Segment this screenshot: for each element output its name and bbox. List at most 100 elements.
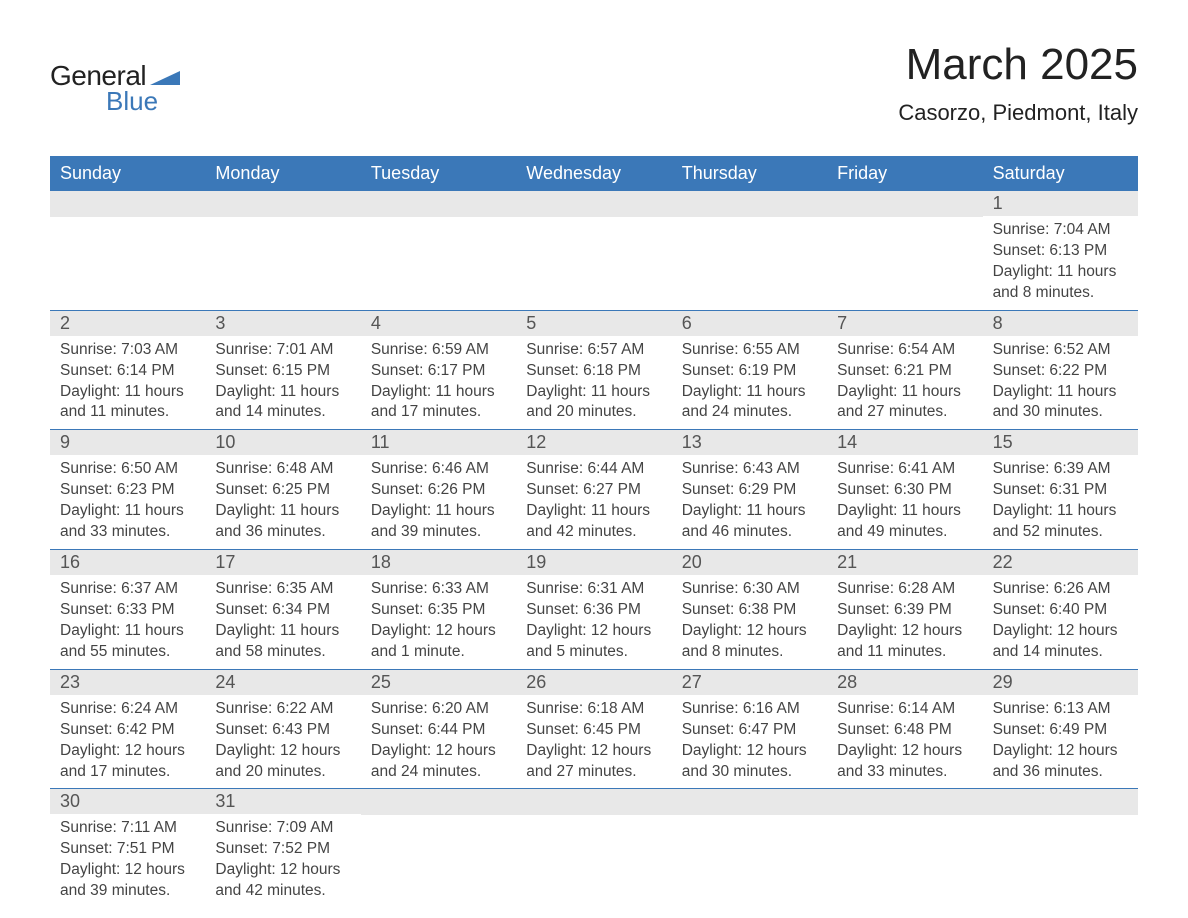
day-sunset: Sunset: 6:17 PM bbox=[371, 361, 506, 382]
day-sunset: Sunset: 6:22 PM bbox=[993, 361, 1128, 382]
day-cell: 17Sunrise: 6:35 AMSunset: 6:34 PMDayligh… bbox=[205, 550, 360, 669]
day-sunrise: Sunrise: 6:41 AM bbox=[837, 459, 972, 480]
day-sunrise: Sunrise: 6:54 AM bbox=[837, 340, 972, 361]
day-sunset: Sunset: 6:44 PM bbox=[371, 720, 506, 741]
day-sunset: Sunset: 6:25 PM bbox=[215, 480, 350, 501]
day-number: 27 bbox=[672, 670, 827, 695]
day-daylight2: and 20 minutes. bbox=[526, 402, 661, 423]
day-daylight1: Daylight: 11 hours bbox=[60, 501, 195, 522]
day-daylight2: and 42 minutes. bbox=[215, 881, 350, 902]
day-sunset: Sunset: 6:18 PM bbox=[526, 361, 661, 382]
day-daylight2: and 33 minutes. bbox=[837, 762, 972, 783]
day-sunset: Sunset: 6:23 PM bbox=[60, 480, 195, 501]
location-text: Casorzo, Piedmont, Italy bbox=[898, 100, 1138, 126]
day-sunrise: Sunrise: 6:44 AM bbox=[526, 459, 661, 480]
day-number bbox=[516, 191, 671, 217]
weekday-header: Tuesday bbox=[361, 156, 516, 191]
day-daylight1: Daylight: 12 hours bbox=[215, 741, 350, 762]
day-number: 17 bbox=[205, 550, 360, 575]
day-number: 12 bbox=[516, 430, 671, 455]
day-number bbox=[50, 191, 205, 217]
day-cell: 24Sunrise: 6:22 AMSunset: 6:43 PMDayligh… bbox=[205, 670, 360, 789]
day-daylight1: Daylight: 12 hours bbox=[371, 741, 506, 762]
weekday-header-row: Sunday Monday Tuesday Wednesday Thursday… bbox=[50, 156, 1138, 191]
day-daylight1: Daylight: 12 hours bbox=[682, 741, 817, 762]
day-number: 20 bbox=[672, 550, 827, 575]
day-daylight2: and 5 minutes. bbox=[526, 642, 661, 663]
day-cell: 1Sunrise: 7:04 AMSunset: 6:13 PMDaylight… bbox=[983, 191, 1138, 310]
day-sunset: Sunset: 6:39 PM bbox=[837, 600, 972, 621]
day-number: 11 bbox=[361, 430, 516, 455]
day-number: 10 bbox=[205, 430, 360, 455]
day-sunset: Sunset: 6:14 PM bbox=[60, 361, 195, 382]
day-sunrise: Sunrise: 6:43 AM bbox=[682, 459, 817, 480]
day-daylight1: Daylight: 12 hours bbox=[837, 741, 972, 762]
day-daylight1: Daylight: 11 hours bbox=[215, 501, 350, 522]
day-number: 26 bbox=[516, 670, 671, 695]
day-daylight2: and 30 minutes. bbox=[682, 762, 817, 783]
day-cell: 6Sunrise: 6:55 AMSunset: 6:19 PMDaylight… bbox=[672, 311, 827, 430]
day-sunset: Sunset: 6:15 PM bbox=[215, 361, 350, 382]
day-number: 13 bbox=[672, 430, 827, 455]
day-number: 23 bbox=[50, 670, 205, 695]
day-daylight1: Daylight: 11 hours bbox=[993, 382, 1128, 403]
day-sunrise: Sunrise: 6:33 AM bbox=[371, 579, 506, 600]
day-sunset: Sunset: 6:49 PM bbox=[993, 720, 1128, 741]
day-daylight2: and 46 minutes. bbox=[682, 522, 817, 543]
day-cell: 7Sunrise: 6:54 AMSunset: 6:21 PMDaylight… bbox=[827, 311, 982, 430]
day-number: 2 bbox=[50, 311, 205, 336]
day-sunrise: Sunrise: 6:24 AM bbox=[60, 699, 195, 720]
day-cell bbox=[827, 191, 982, 310]
day-cell bbox=[361, 191, 516, 310]
day-cell: 21Sunrise: 6:28 AMSunset: 6:39 PMDayligh… bbox=[827, 550, 982, 669]
day-sunrise: Sunrise: 6:48 AM bbox=[215, 459, 350, 480]
day-sunrise: Sunrise: 7:03 AM bbox=[60, 340, 195, 361]
day-sunset: Sunset: 6:34 PM bbox=[215, 600, 350, 621]
day-cell: 4Sunrise: 6:59 AMSunset: 6:17 PMDaylight… bbox=[361, 311, 516, 430]
day-cell: 10 Sunrise: 6:48 AMSunset: 6:25 PMDayligh… bbox=[205, 430, 360, 549]
day-number bbox=[516, 789, 671, 815]
day-number: 15 bbox=[983, 430, 1138, 455]
day-daylight1: Daylight: 11 hours bbox=[993, 501, 1128, 522]
month-title: March 2025 bbox=[898, 40, 1138, 90]
day-number bbox=[983, 789, 1138, 815]
day-sunset: Sunset: 6:45 PM bbox=[526, 720, 661, 741]
day-sunrise: Sunrise: 6:13 AM bbox=[993, 699, 1128, 720]
day-daylight1: Daylight: 11 hours bbox=[215, 621, 350, 642]
weekday-header: Monday bbox=[205, 156, 360, 191]
day-number: 24 bbox=[205, 670, 360, 695]
day-cell bbox=[827, 789, 982, 908]
day-cell: 14Sunrise: 6:41 AMSunset: 6:30 PMDayligh… bbox=[827, 430, 982, 549]
day-number bbox=[672, 789, 827, 815]
weekday-header: Friday bbox=[827, 156, 982, 191]
day-sunset: Sunset: 6:33 PM bbox=[60, 600, 195, 621]
day-daylight2: and 27 minutes. bbox=[837, 402, 972, 423]
day-daylight2: and 20 minutes. bbox=[215, 762, 350, 783]
day-number bbox=[827, 789, 982, 815]
day-daylight1: Daylight: 11 hours bbox=[60, 621, 195, 642]
day-number: 9 bbox=[50, 430, 205, 455]
day-daylight2: and 49 minutes. bbox=[837, 522, 972, 543]
day-cell bbox=[516, 191, 671, 310]
day-cell: 29Sunrise: 6:13 AMSunset: 6:49 PMDayligh… bbox=[983, 670, 1138, 789]
day-daylight2: and 17 minutes. bbox=[371, 402, 506, 423]
day-cell: 18Sunrise: 6:33 AMSunset: 6:35 PMDayligh… bbox=[361, 550, 516, 669]
day-number bbox=[361, 789, 516, 815]
day-daylight2: and 55 minutes. bbox=[60, 642, 195, 663]
day-daylight2: and 17 minutes. bbox=[60, 762, 195, 783]
day-daylight2: and 14 minutes. bbox=[993, 642, 1128, 663]
day-daylight2: and 11 minutes. bbox=[837, 642, 972, 663]
day-sunset: Sunset: 6:31 PM bbox=[993, 480, 1128, 501]
day-daylight2: and 24 minutes. bbox=[371, 762, 506, 783]
day-daylight2: and 42 minutes. bbox=[526, 522, 661, 543]
day-number: 8 bbox=[983, 311, 1138, 336]
day-daylight2: and 36 minutes. bbox=[215, 522, 350, 543]
day-daylight1: Daylight: 11 hours bbox=[371, 382, 506, 403]
day-daylight2: and 24 minutes. bbox=[682, 402, 817, 423]
day-sunset: Sunset: 7:52 PM bbox=[215, 839, 350, 860]
day-daylight1: Daylight: 11 hours bbox=[993, 262, 1128, 283]
day-daylight2: and 39 minutes. bbox=[371, 522, 506, 543]
day-daylight1: Daylight: 11 hours bbox=[526, 501, 661, 522]
day-daylight1: Daylight: 12 hours bbox=[215, 860, 350, 881]
week-row: 30Sunrise: 7:11 AMSunset: 7:51 PMDayligh… bbox=[50, 789, 1138, 908]
